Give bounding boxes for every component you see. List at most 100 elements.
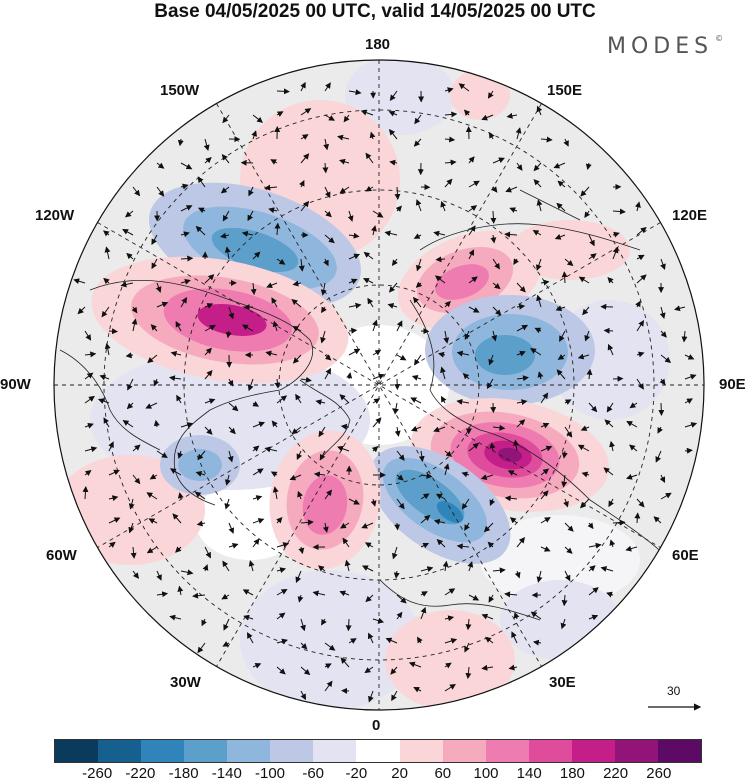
wind-vector: [681, 330, 688, 343]
wind-vector: [537, 371, 544, 380]
wind-vector: [132, 570, 140, 579]
wind-vector: [270, 159, 278, 165]
wind-vector: [339, 186, 350, 194]
wind-vector: [636, 320, 645, 332]
wind-vector: [586, 368, 593, 380]
wind-vector: [659, 474, 666, 483]
wind-vector: [204, 157, 212, 164]
wind-vector: [268, 207, 278, 214]
wind-vector: [348, 278, 358, 285]
wind-vector: [132, 474, 141, 485]
wind-vector: [297, 594, 304, 603]
wind-vector: [156, 162, 165, 169]
wind-vector: [177, 138, 184, 147]
wind-vector: [588, 402, 598, 413]
wind-vector: [561, 450, 568, 459]
wind-vector: [371, 446, 379, 453]
wind-vector: [603, 467, 614, 476]
wind-vector: [588, 542, 602, 549]
wind-vector: [636, 378, 644, 390]
wind-vector: [242, 324, 254, 332]
wind-vector: [532, 639, 542, 646]
wind-vector: [388, 129, 398, 140]
wind-vector: [489, 498, 496, 507]
wind-vector: [564, 399, 572, 405]
wind-vector: [276, 395, 288, 404]
wind-vector: [485, 636, 494, 644]
wind-vector: [564, 570, 571, 582]
wind-vector: [653, 516, 662, 524]
wind-vector: [324, 354, 332, 361]
colorbar-swatch: [313, 740, 357, 762]
wind-vector: [536, 294, 542, 308]
wind-vector: [492, 282, 501, 290]
lon-label-150w: 150W: [160, 82, 200, 99]
wind-vector: [264, 184, 278, 191]
wind-vector: [291, 298, 302, 308]
wind-vector: [487, 90, 494, 99]
wind-vector: [276, 638, 288, 645]
wind-vector: [468, 180, 480, 188]
wind-vector: [103, 230, 110, 237]
wind-vector: [540, 490, 549, 500]
wind-vector: [156, 186, 165, 197]
wind-vector: [390, 666, 398, 675]
wind-vector: [684, 447, 693, 454]
wind-vector: [348, 638, 357, 644]
lon-label-120e: 120E: [672, 207, 708, 224]
wind-vector: [468, 156, 475, 164]
wind-vector: [252, 251, 261, 260]
wind-vector: [339, 158, 350, 165]
wind-vector: [169, 375, 182, 382]
wind-vector: [434, 275, 446, 284]
wind-vector: [461, 471, 470, 478]
wind-vector: [276, 258, 286, 265]
lon-label-60w: 60W: [46, 547, 77, 564]
wind-vector: [345, 618, 352, 632]
wind-vector: [411, 375, 422, 381]
wind-vector: [540, 517, 551, 524]
wind-vector: [300, 200, 310, 212]
lon-label-180: 180: [365, 36, 391, 53]
colorbar-swatch: [485, 740, 529, 762]
wind-vector: [289, 474, 302, 481]
wind-vector: [509, 207, 518, 213]
wind-vector: [435, 493, 446, 500]
colorbar-tick-label: -20: [345, 765, 368, 782]
wind-vector: [132, 186, 141, 197]
wind-vector: [444, 662, 452, 669]
wind-vector: [252, 518, 265, 524]
wind-vector: [559, 330, 566, 342]
wind-vector: [324, 367, 331, 380]
colorbar-swatch: [227, 740, 271, 762]
wind-vector: [252, 421, 266, 428]
wind-vector: [360, 109, 374, 116]
wind-vector: [433, 426, 446, 433]
wind-vector: [197, 450, 206, 461]
wind-vector: [393, 570, 400, 579]
wind-vector: [516, 399, 528, 406]
wind-vector: [384, 230, 398, 237]
wind-vector: [180, 297, 188, 308]
wind-vector: [440, 200, 447, 212]
wind-vector: [99, 374, 110, 381]
wind-vector: [410, 425, 422, 432]
wind-vector: [271, 297, 278, 308]
map-boundary: [53, 59, 705, 711]
wind-vector: [609, 539, 616, 548]
wind-vector: [364, 666, 374, 674]
wind-vector: [298, 546, 305, 555]
wind-vector: [372, 373, 385, 380]
wind-vector: [629, 444, 638, 452]
wind-vector: [347, 210, 354, 222]
wind-vector: [563, 138, 569, 147]
wind-vector: [324, 82, 331, 92]
wind-vector: [148, 518, 158, 524]
wind-vector: [391, 546, 398, 560]
wind-vector: [396, 498, 405, 510]
wind-vector: [223, 618, 230, 631]
wind-vector: [557, 354, 566, 360]
wind-vector: [300, 642, 308, 650]
wind-vector: [252, 663, 262, 669]
